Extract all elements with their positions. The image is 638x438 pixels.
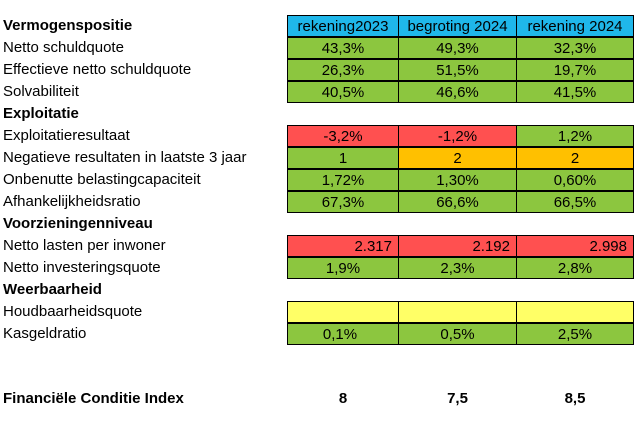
table-row-onbenutte-belastingcapaciteit: Onbenutte belastingcapaciteit 1,72% 1,30… xyxy=(0,169,638,191)
header-row: Vermogenspositie rekening2023 begroting … xyxy=(0,15,638,37)
table-row-negatieve-resultaten: Negatieve resultaten in laatste 3 jaar 1… xyxy=(0,147,638,169)
table-row-houdbaarheidsquote: Houdbaarheidsquote xyxy=(0,301,638,323)
value-cell: 1,30% xyxy=(398,169,517,191)
section-row-weerbaarheid: Weerbaarheid xyxy=(0,279,638,301)
row-label: Negatieve resultaten in laatste 3 jaar xyxy=(3,149,247,166)
value-cell xyxy=(398,301,517,323)
value-cell xyxy=(287,301,399,323)
column-header-rekening-2024: rekening 2024 xyxy=(516,15,634,37)
table-row-exploitatieresultaat: Exploitatieresultaat -3,2% -1,2% 1,2% xyxy=(0,125,638,147)
table-row-solvabiliteit: Solvabiliteit 40,5% 46,6% 41,5% xyxy=(0,81,638,103)
table-row-afhankelijkheidsratio: Afhankelijkheidsratio 67,3% 66,6% 66,5% xyxy=(0,191,638,213)
table-row-effectieve-netto-schuldquote: Effectieve netto schuldquote 26,3% 51,5%… xyxy=(0,59,638,81)
column-header-begroting-2024: begroting 2024 xyxy=(398,15,517,37)
value-cell: 1,2% xyxy=(516,125,634,147)
value-cell: 2,3% xyxy=(398,257,517,279)
row-label: Effectieve netto schuldquote xyxy=(3,61,192,78)
table-row-netto-investeringsquote: Netto investeringsquote 1,9% 2,3% 2,8% xyxy=(0,257,638,279)
row-label: Afhankelijkheidsratio xyxy=(3,193,141,210)
table-row-kasgeldratio: Kasgeldratio 0,1% 0,5% 2,5% xyxy=(0,323,638,345)
section-heading-voorzieningenniveau: Voorzieningenniveau xyxy=(3,215,153,232)
section-heading-exploitatie: Exploitatie xyxy=(3,105,79,122)
value-cell: 49,3% xyxy=(398,37,517,59)
value-cell: 66,5% xyxy=(516,191,634,213)
column-header-rekening-2023: rekening2023 xyxy=(287,15,399,37)
value-cell: -3,2% xyxy=(287,125,399,147)
value-cell: 1,9% xyxy=(287,257,399,279)
fci-value-rekening-2023: 8 xyxy=(338,390,348,407)
row-label: Exploitatieresultaat xyxy=(3,127,130,144)
value-cell: 2,5% xyxy=(516,323,634,345)
section-heading-vermogenspositie: Vermogenspositie xyxy=(3,17,133,34)
value-cell: 0,5% xyxy=(398,323,517,345)
value-cell: 2.192 xyxy=(398,235,517,257)
fci-value-begroting-2024: 7,5 xyxy=(447,390,468,407)
row-label: Onbenutte belastingcapaciteit xyxy=(3,171,201,188)
value-cell: 2.998 xyxy=(516,235,634,257)
row-label: Kasgeldratio xyxy=(3,325,87,342)
value-cell: 1,72% xyxy=(287,169,399,191)
row-label: Solvabiliteit xyxy=(3,83,79,100)
value-cell: 0,60% xyxy=(516,169,634,191)
value-cell: 41,5% xyxy=(516,81,634,103)
row-label: Houdbaarheidsquote xyxy=(3,303,143,320)
value-cell: -1,2% xyxy=(398,125,517,147)
value-cell: 2 xyxy=(398,147,517,169)
row-label: Netto lasten per inwoner xyxy=(3,237,166,254)
row-label: Netto investeringsquote xyxy=(3,259,161,276)
value-cell: 2.317 xyxy=(287,235,399,257)
value-cell: 2,8% xyxy=(516,257,634,279)
fci-label: Financiële Conditie Index xyxy=(3,390,184,407)
section-row-exploitatie: Exploitatie xyxy=(0,103,638,125)
value-cell: 26,3% xyxy=(287,59,399,81)
section-row-voorzieningenniveau: Voorzieningenniveau xyxy=(0,213,638,235)
value-cell: 67,3% xyxy=(287,191,399,213)
value-cell: 43,3% xyxy=(287,37,399,59)
value-cell: 46,6% xyxy=(398,81,517,103)
value-cell xyxy=(516,301,634,323)
section-heading-weerbaarheid: Weerbaarheid xyxy=(3,281,102,298)
value-cell: 66,6% xyxy=(398,191,517,213)
table-row-netto-schuldquote: Netto schuldquote 43,3% 49,3% 32,3% xyxy=(0,37,638,59)
value-cell: 2 xyxy=(516,147,634,169)
value-cell: 32,3% xyxy=(516,37,634,59)
fci-value-rekening-2024: 8,5 xyxy=(564,390,586,407)
value-cell: 19,7% xyxy=(516,59,634,81)
table-row-netto-lasten-per-inwoner: Netto lasten per inwoner 2.317 2.192 2.9… xyxy=(0,235,638,257)
value-cell: 40,5% xyxy=(287,81,399,103)
value-cell: 0,1% xyxy=(287,323,399,345)
row-label: Netto schuldquote xyxy=(3,39,124,56)
value-cell: 1 xyxy=(287,147,399,169)
value-cell: 51,5% xyxy=(398,59,517,81)
